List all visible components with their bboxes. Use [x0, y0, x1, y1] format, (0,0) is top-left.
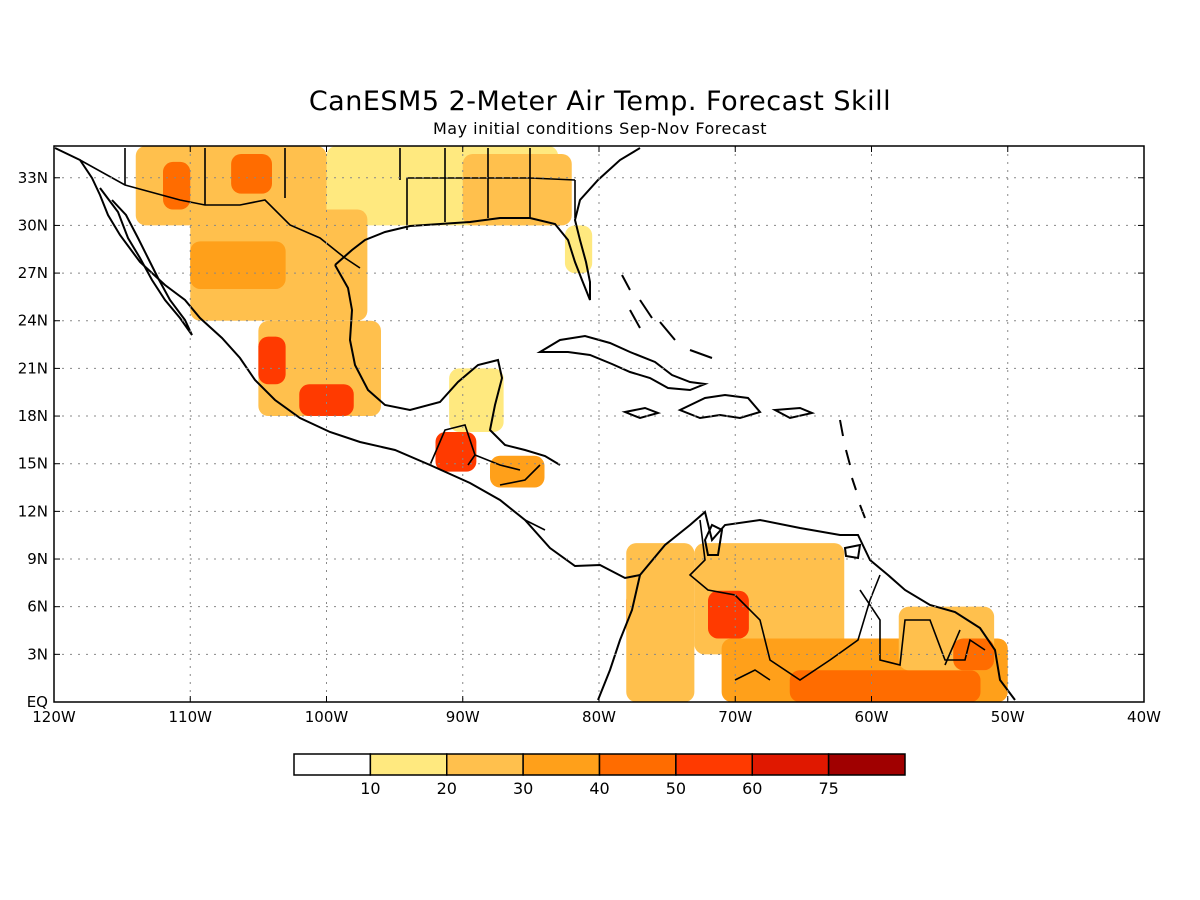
border-us-states [124, 148, 576, 230]
border-south-america [688, 519, 986, 681]
colorbar-swatch [827, 753, 906, 776]
colorbar-swatch [446, 753, 524, 776]
map-axes: 120W 110W 100W 90W 80W 70W 60W 50W 40W EQ 3N 6N 9N 12… [18, 146, 1161, 726]
colorbar-swatch [522, 753, 601, 776]
colorbar-swatch [751, 753, 830, 776]
skill-region-venezuela-south [708, 590, 749, 639]
lat-tick-label: 33N [18, 169, 48, 187]
lon-tick-label: 110W [169, 708, 213, 726]
coastline-baja [99, 187, 193, 336]
page-subtitle: May initial conditions Sep-Nov Forecast [432, 119, 768, 138]
skill-region-colombia [626, 543, 695, 702]
colorbar-swatch [369, 753, 448, 776]
colorbar-label: 50 [666, 779, 686, 798]
coastline-hispaniola [677, 393, 816, 420]
lon-tick-label: 60W [855, 708, 889, 726]
coastline-pacific [54, 147, 642, 701]
colorbar-label: 30 [513, 779, 533, 798]
border-central-america [429, 424, 546, 531]
colorbar-swatch [293, 753, 372, 776]
skill-region-amazon-core [789, 670, 981, 702]
colorbar: 10 20 30 40 50 60 75 [293, 753, 906, 798]
skill-region-jalisco [258, 336, 286, 385]
lat-tick-label: 6N [27, 598, 48, 616]
colorbar-label: 60 [742, 779, 762, 798]
lon-tick-label: 100W [305, 708, 349, 726]
coastline-trinidad [843, 543, 862, 560]
lat-tick-label: 21N [18, 359, 48, 377]
lon-tick-label: 120W [32, 708, 76, 726]
skill-region-sonora [190, 241, 286, 289]
lat-tick-label: 9N [27, 550, 48, 568]
coastline-bahamas [621, 274, 713, 359]
page-title: CanESM5 2-Meter Air Temp. Forecast Skill [308, 86, 892, 117]
lat-tick-label: 12N [18, 502, 48, 520]
colorbar-label: 40 [589, 779, 609, 798]
lat-tick-label: 18N [18, 407, 48, 425]
lon-tick-label: 70W [718, 708, 752, 726]
skill-region-french-guiana [953, 638, 995, 671]
skill-region-arizona [163, 161, 191, 210]
coastline-south-america [639, 510, 1016, 701]
colorbar-label: 75 [818, 779, 838, 798]
lon-tick-label: 40W [1127, 708, 1161, 726]
lat-tick-label: 3N [27, 645, 48, 663]
lon-tick-label: 90W [446, 708, 480, 726]
lon-tick-label: 50W [991, 708, 1025, 726]
skill-region-southeast-us [462, 153, 572, 226]
skill-region-guatemala [435, 431, 477, 472]
coastline-gulf [334, 147, 641, 466]
coastline-maracaibo [703, 523, 724, 556]
country-borders-layer [79, 148, 986, 681]
skill-region-new-mexico [231, 153, 272, 194]
coastline-layer [54, 147, 1016, 701]
skill-shading-layer [135, 146, 1008, 702]
colorbar-label: 10 [360, 779, 380, 798]
colorbar-swatch [675, 753, 753, 776]
lon-tick-label: 80W [582, 708, 616, 726]
coastline-cuba [536, 334, 709, 392]
skill-region-guerrero [299, 384, 354, 417]
map-gridlines [54, 146, 1144, 702]
lat-tick-label: 27N [18, 264, 48, 282]
coastline-antilles [839, 419, 866, 519]
lat-tick-label: 24N [18, 312, 48, 330]
border-us-mexico [79, 159, 361, 269]
coastline-jamaica [621, 406, 662, 420]
lat-tick-label: 15N [18, 455, 48, 473]
lat-tick-label: EQ [27, 693, 48, 711]
colorbar-label: 20 [437, 779, 457, 798]
colorbar-swatch [598, 753, 677, 776]
skill-region-honduras [490, 455, 545, 488]
lat-tick-label: 30N [18, 216, 48, 234]
